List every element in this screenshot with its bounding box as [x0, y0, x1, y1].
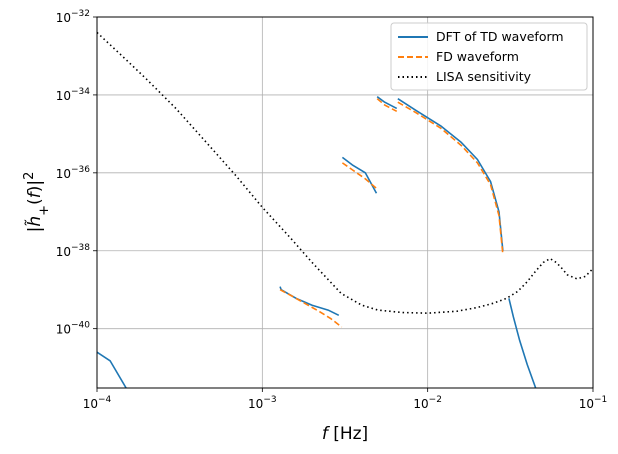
ticks: 10−4 10−3 10−2 10−1 10−40 10−38 10−36 10−34 10−3… [56, 9, 608, 411]
x-tick-label: 10−2 [413, 395, 442, 411]
y-tick-label: 10−34 [56, 87, 91, 103]
series-line [376, 98, 398, 112]
y-tick-label: 10−36 [56, 165, 91, 181]
series-group [97, 31, 593, 388]
x-axis-label-var: f [322, 424, 331, 444]
series-0 [97, 96, 537, 388]
x-axis-label: f [Hz] [322, 424, 368, 444]
legend: DFT of TD waveform FD waveform LISA sens… [390, 22, 588, 91]
legend-label-dft: DFT of TD waveform [436, 29, 564, 44]
series-line [508, 298, 537, 388]
series-line [279, 289, 343, 328]
series-line [376, 96, 398, 110]
series-line [97, 31, 593, 314]
legend-box [390, 22, 588, 91]
x-tick-label: 10−3 [248, 395, 277, 411]
legend-label-fd: FD waveform [436, 49, 519, 64]
series-line [397, 98, 504, 251]
x-tick-label: 10−4 [83, 395, 112, 411]
series-line [341, 156, 378, 194]
series-line [279, 286, 340, 317]
series-line [341, 162, 377, 189]
x-tick-label: 10−1 [579, 395, 608, 411]
legend-label-lisa: LISA sensitivity [436, 69, 532, 84]
series-line [97, 351, 127, 388]
series-2 [97, 31, 593, 314]
y-axis-label: |h̃+(f)|2 [22, 172, 52, 233]
y-tick-label: 10−38 [56, 243, 91, 259]
svg-text:|h̃+(f)|2: |h̃+(f)|2 [22, 172, 52, 233]
y-tick-label: 10−40 [56, 321, 91, 337]
series-1 [279, 98, 504, 328]
plot-frame [96, 16, 594, 389]
y-tick-label: 10−32 [56, 9, 90, 25]
